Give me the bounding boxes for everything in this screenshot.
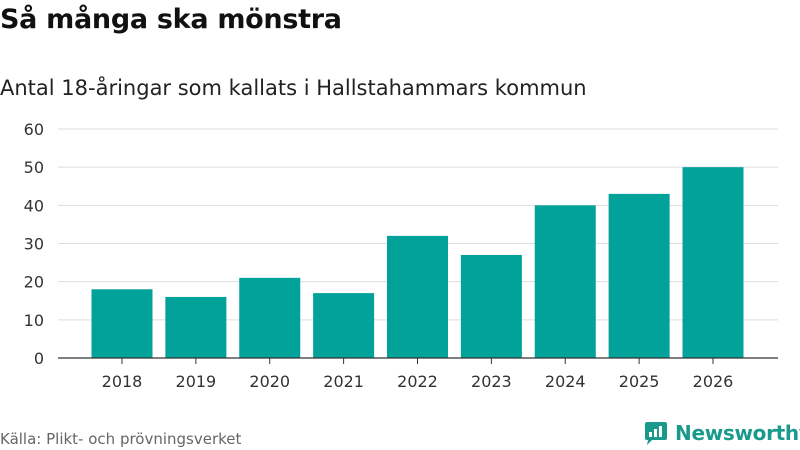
chart-title: Så många ska mönstra [0,4,342,35]
y-tick-label: 10 [24,311,44,330]
y-tick-label: 30 [24,235,44,254]
bar-2018 [91,289,153,358]
x-tick-label: 2024 [545,372,586,391]
source-note: Källa: Plikt- och prövningsverket [0,430,242,448]
x-tick-label: 2019 [176,372,217,391]
brand-logo: Newsworthy [643,420,800,446]
y-tick-label: 0 [34,349,44,368]
y-tick-label: 40 [24,196,44,215]
x-tick-label: 2022 [397,372,438,391]
y-axis-ticks: 0 10 20 30 40 50 60 [24,120,44,368]
x-tick-label: 2018 [102,372,143,391]
bar-2020 [239,277,301,358]
chart-subtitle: Antal 18-åringar som kallats i Hallstaha… [0,76,587,100]
bar-2022 [387,235,448,358]
y-tick-label: 50 [24,158,44,177]
x-axis-ticks: 2018 2019 2020 2021 2022 2023 2024 2025 2026 [102,358,734,391]
brand-name: Newsworthy [675,421,800,445]
x-tick-label: 2025 [619,372,660,391]
bar-2026 [682,167,744,358]
x-tick-label: 2026 [693,372,734,391]
y-tick-label: 20 [24,273,44,292]
bar-2024 [534,205,596,358]
x-tick-label: 2020 [249,372,290,391]
bar-2023 [460,254,522,358]
x-tick-label: 2023 [471,372,512,391]
x-tick-label: 2021 [323,372,364,391]
newsworthy-logo-icon [645,422,667,445]
bar-2021 [313,293,375,358]
bar-2025 [608,193,670,358]
bars [91,167,744,358]
bar-2019 [165,296,227,358]
y-tick-label: 60 [24,120,44,139]
